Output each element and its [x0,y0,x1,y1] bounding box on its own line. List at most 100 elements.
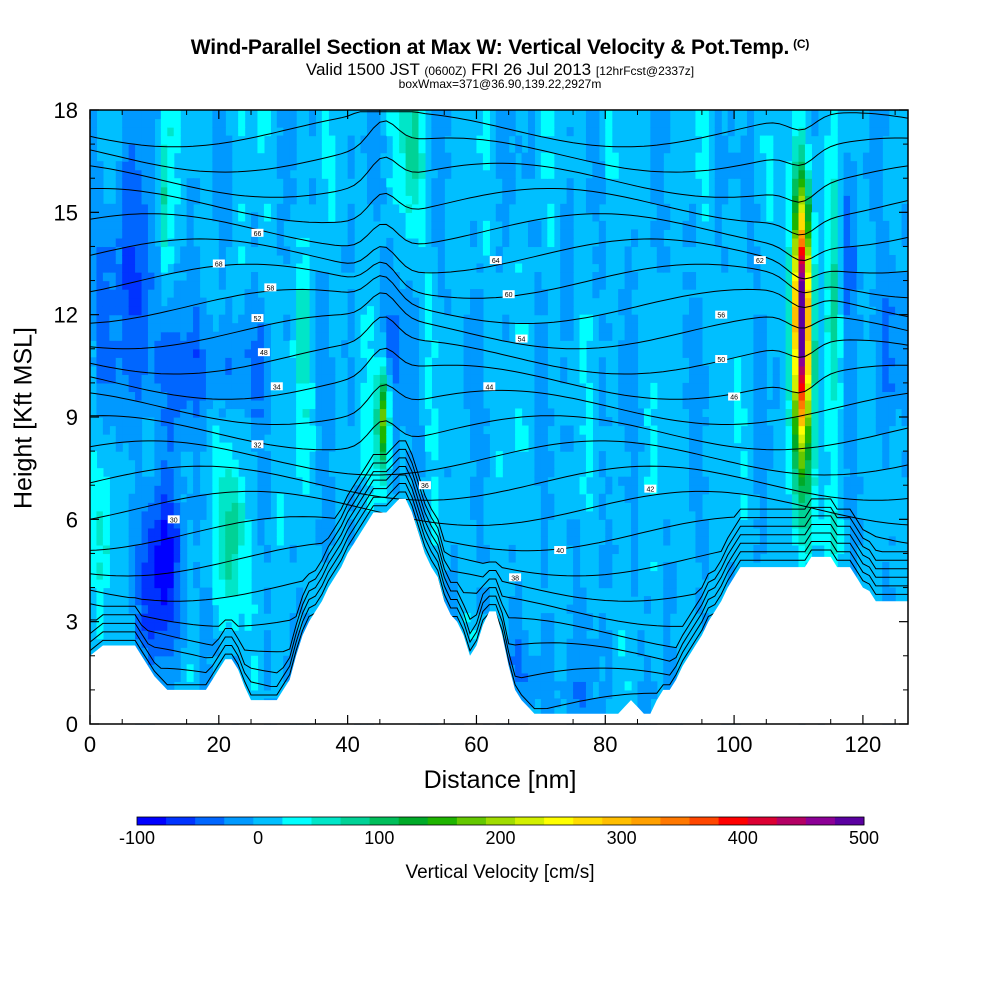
velocity-cell [96,561,104,572]
velocity-cell [540,417,548,427]
velocity-cell [540,664,548,674]
velocity-cell [824,408,832,418]
velocity-cell [624,399,632,410]
velocity-cell [109,220,117,230]
velocity-cell [141,604,149,614]
velocity-cell [798,417,806,427]
velocity-cell [573,630,581,640]
velocity-cell [244,297,252,307]
velocity-cell [882,434,890,444]
velocity-cell [804,237,812,248]
velocity-cell [141,178,149,188]
velocity-cell [135,587,143,597]
velocity-cell [515,604,523,614]
velocity-cell [753,434,761,444]
velocity-cell [437,212,445,222]
velocity-cell [135,314,143,324]
velocity-cell [263,118,271,128]
velocity-cell [205,365,213,375]
velocity-cell [122,289,130,299]
velocity-cell [231,348,239,358]
velocity-cell [689,451,697,461]
velocity-cell [869,297,877,307]
velocity-cell [96,246,104,256]
velocity-cell [740,186,748,196]
velocity-cell [199,391,207,401]
velocity-cell [566,254,574,265]
velocity-cell [244,340,252,350]
velocity-cell [534,382,542,393]
velocity-cell [566,527,574,537]
velocity-cell [199,681,207,691]
velocity-cell [804,553,812,563]
velocity-cell [463,613,471,623]
velocity-cell [263,553,271,563]
theta-label: 48 [260,350,268,357]
velocity-cell [102,493,110,503]
velocity-cell [257,323,265,333]
y-tick-label: 0 [66,712,78,737]
velocity-cell [251,220,259,230]
velocity-cell [102,408,110,418]
velocity-cell [476,451,484,461]
velocity-cell [128,323,136,333]
velocity-cell [753,203,761,213]
velocity-cell [193,561,201,572]
velocity-cell [895,382,903,393]
velocity-cell [205,630,213,640]
velocity-cell [746,237,755,248]
velocity-cell [804,195,812,205]
velocity-cell [476,314,484,324]
velocity-cell [328,178,336,188]
velocity-cell [193,186,201,196]
velocity-cell [173,417,181,427]
velocity-cell [527,135,536,145]
velocity-cell [379,485,387,495]
velocity-cell [173,587,181,597]
velocity-cell [759,468,767,478]
velocity-cell [90,331,98,341]
velocity-cell [585,698,593,708]
velocity-cell [547,169,555,179]
velocity-cell [869,178,877,188]
velocity-cell [302,314,310,324]
velocity-cell [379,442,387,452]
velocity-cell [515,135,523,145]
velocity-cell [302,340,310,350]
velocity-cell [366,434,374,444]
velocity-cell [631,348,639,358]
velocity-cell [141,229,149,239]
velocity-cell [560,689,568,700]
velocity-cell [444,127,452,137]
theta-label-bg [728,392,741,401]
velocity-cell [695,527,703,537]
velocity-cell [147,561,156,572]
velocity-cell [592,289,600,299]
velocity-cell [811,306,819,316]
velocity-cell [875,186,883,196]
velocity-cell [109,297,117,307]
velocity-cell [212,348,220,358]
velocity-cell [238,570,246,580]
velocity-cell [476,553,484,563]
velocity-cell [225,519,233,529]
velocity-cell [824,527,832,537]
velocity-cell [592,280,600,290]
velocity-cell [412,144,420,154]
velocity-cell [251,425,259,435]
velocity-cell [167,246,175,256]
velocity-cell [753,340,761,350]
velocity-cell [547,621,555,631]
velocity-cell [160,144,168,154]
velocity-cell [212,587,220,597]
velocity-cell [231,596,239,606]
velocity-cell [862,152,870,162]
velocity-cell [412,425,420,435]
velocity-cell [869,135,877,145]
velocity-cell [135,357,143,367]
theta-label: 38 [511,575,519,582]
velocity-cell [540,442,548,452]
velocity-cell [875,229,883,239]
velocity-cell [412,340,420,350]
velocity-cell [141,510,149,520]
